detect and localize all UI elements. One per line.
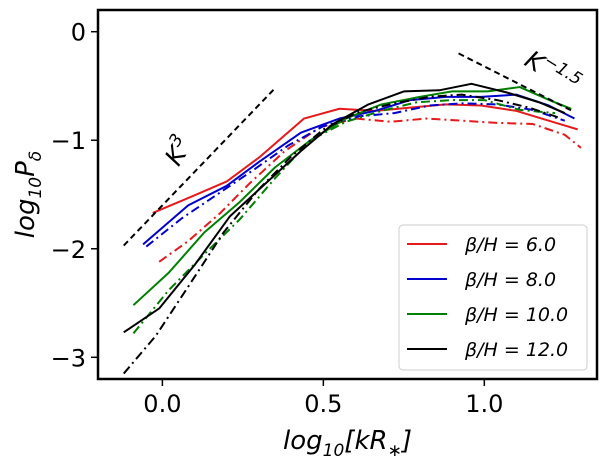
axes-layer: 0.0 0.5 1.0 0 −1 −2 −3 log10[kR∗] log10Pδ bbox=[11, 19, 503, 461]
legend-label: β/H = 8.0 bbox=[464, 269, 556, 291]
series-line-5 bbox=[132, 99, 556, 335]
series-line-1 bbox=[158, 117, 582, 263]
series-layer bbox=[122, 82, 582, 375]
legend-box bbox=[398, 224, 588, 371]
reference-line-k3 bbox=[123, 87, 276, 247]
legend-label: β/H = 10.0 bbox=[464, 304, 568, 326]
x-tick-label: 0.0 bbox=[143, 390, 181, 418]
x-axis-label: log10[kR∗] bbox=[283, 426, 412, 461]
y-tick-label: −1 bbox=[51, 127, 86, 155]
y-tick-label: −3 bbox=[51, 344, 86, 372]
x-tick-label: 0.5 bbox=[304, 390, 342, 418]
y-tick-label: 0 bbox=[71, 19, 86, 47]
y-tick-label: −2 bbox=[51, 236, 86, 264]
reference-line-k-1.5 bbox=[458, 52, 575, 113]
legend-label: β/H = 6.0 bbox=[464, 234, 556, 256]
legend-label: β/H = 12.0 bbox=[464, 339, 568, 361]
series-line-6 bbox=[123, 82, 566, 334]
legend: β/H = 6.0 β/H = 8.0 β/H = 10.0 β/H = 12.0 bbox=[398, 224, 588, 371]
plot-frame bbox=[96, 8, 599, 381]
series-line-3 bbox=[145, 102, 566, 248]
y-axis-label: log10Pδ bbox=[11, 151, 46, 238]
x-tick-label: 1.0 bbox=[465, 390, 503, 418]
series-line-7 bbox=[122, 93, 562, 375]
